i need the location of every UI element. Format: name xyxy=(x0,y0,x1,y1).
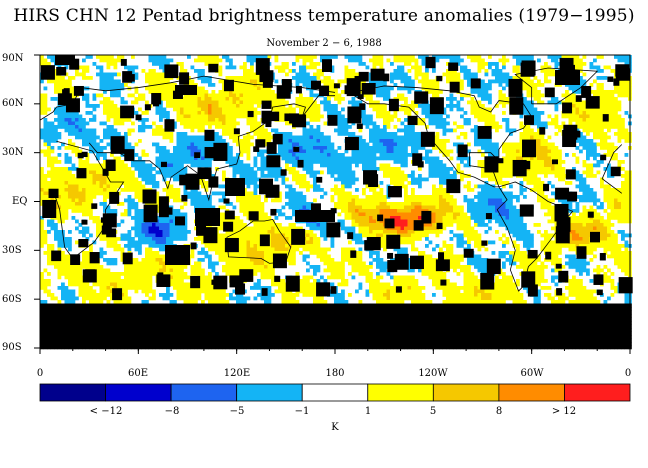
map-subtitle: November 2 − 6, 1988 xyxy=(266,38,382,49)
coastline xyxy=(351,85,533,188)
lon-label-0-east: 0 xyxy=(624,368,632,379)
colorbar-label-m8: −8 xyxy=(164,406,180,417)
colorbar-swatch xyxy=(498,383,565,402)
colorbar-swatch xyxy=(367,383,434,402)
colorbar-swatch xyxy=(432,383,500,402)
coastline xyxy=(226,218,292,264)
lat-label-30n: 30N xyxy=(2,147,24,158)
lat-label-90n: 90N xyxy=(2,53,24,64)
colorbar-label-lt-12: < −12 xyxy=(89,406,123,417)
lat-label-60s: 60S xyxy=(2,294,22,305)
lat-label-30s: 30S xyxy=(2,245,22,256)
coastline xyxy=(39,305,549,329)
map-title: HIRS CHN 12 Pentad brightness temperatur… xyxy=(13,6,635,26)
colorbar-swatch xyxy=(236,383,303,402)
colorbar-swatch xyxy=(301,383,369,402)
colorbar-swatch xyxy=(39,383,106,402)
colorbar-label-5: 5 xyxy=(429,406,437,417)
coastline xyxy=(88,95,335,202)
lon-label-120w: 120W xyxy=(418,368,448,379)
colorbar-label-m1: −1 xyxy=(294,406,310,417)
colorbar-label-1: 1 xyxy=(364,406,372,417)
coastline xyxy=(39,75,336,121)
colorbar-label-m5: −5 xyxy=(229,406,245,417)
lat-label-90s: 90S xyxy=(2,342,22,353)
colorbar-label-gt-12: > 12 xyxy=(551,406,577,417)
coastline xyxy=(54,140,125,260)
coastline xyxy=(601,144,623,194)
colorbar-label-8: 8 xyxy=(495,406,503,417)
colorbar-swatch xyxy=(105,383,172,402)
coastline xyxy=(496,181,574,292)
lat-label-60n: 60N xyxy=(2,98,24,109)
colorbar-swatch xyxy=(170,383,238,402)
lon-label-0: 0 xyxy=(36,368,44,379)
colorbar-unit: K xyxy=(331,422,339,433)
colorbar-swatch xyxy=(564,383,631,402)
coastline xyxy=(514,67,599,105)
lon-label-180: 180 xyxy=(325,368,345,379)
lon-label-120e: 120E xyxy=(223,368,251,379)
lon-label-60w: 60W xyxy=(520,368,544,379)
lat-label-eq: EQ xyxy=(12,196,28,207)
lon-label-60e: 60E xyxy=(127,368,149,379)
